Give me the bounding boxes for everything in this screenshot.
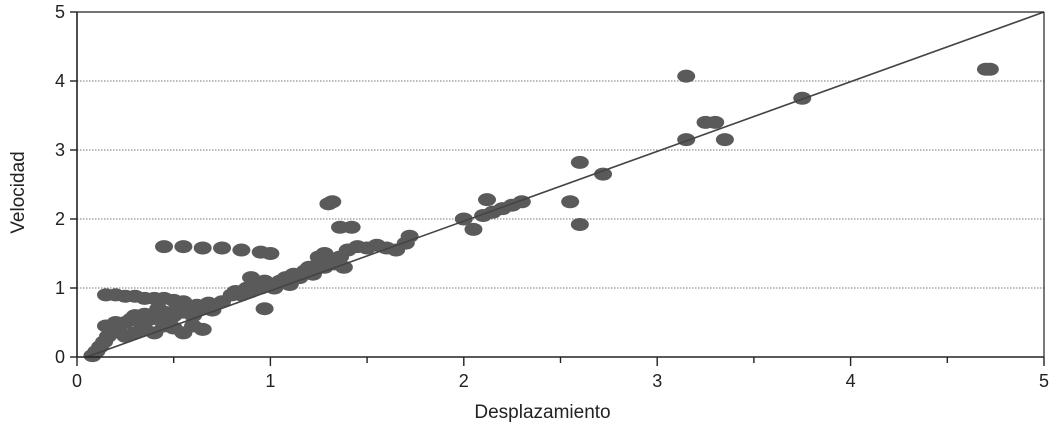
data-point <box>232 243 251 257</box>
y-axis-title: Velocidad <box>8 151 29 233</box>
data-point <box>193 322 212 336</box>
x-tick-label: 3 <box>652 371 662 391</box>
data-point <box>677 69 696 83</box>
x-tick-label: 2 <box>459 371 469 391</box>
y-tick-label: 0 <box>55 347 65 367</box>
data-point <box>706 115 725 129</box>
x-tick-label: 5 <box>1039 371 1049 391</box>
data-point <box>323 195 342 209</box>
trend-line <box>86 11 1045 358</box>
data-point <box>242 271 261 285</box>
data-point <box>561 195 580 209</box>
data-point <box>464 222 483 236</box>
data-point <box>570 155 589 169</box>
y-tick-label: 2 <box>55 209 65 229</box>
data-point <box>193 241 212 255</box>
data-point <box>677 133 696 147</box>
data-point <box>570 218 589 232</box>
data-point <box>174 240 193 254</box>
data-point <box>155 240 174 254</box>
data-point <box>315 247 334 260</box>
data-point <box>261 247 280 260</box>
grid-lines <box>77 80 1044 289</box>
x-tick-label: 0 <box>72 371 82 391</box>
data-points <box>83 62 999 363</box>
y-tick-label: 1 <box>55 278 65 298</box>
data-point <box>793 91 812 105</box>
y-tick-label: 5 <box>55 2 65 22</box>
x-tick-label: 4 <box>846 371 856 391</box>
y-tick-label: 4 <box>55 71 65 91</box>
data-point <box>478 193 497 207</box>
y-tick-label: 3 <box>55 140 65 160</box>
data-point <box>255 302 274 316</box>
x-tick-label: 1 <box>265 371 275 391</box>
trend-line-group <box>86 11 1045 358</box>
data-point <box>594 167 613 181</box>
data-point <box>334 260 353 274</box>
data-point <box>174 295 193 309</box>
data-point <box>213 241 232 255</box>
data-point <box>715 133 734 147</box>
data-point <box>106 316 125 329</box>
data-point <box>980 62 999 76</box>
tick-labels: 0 1 2 3 4 5 0 1 2 3 4 5 <box>55 2 1049 391</box>
x-axis-title: Desplazamiento <box>474 402 610 423</box>
axes <box>70 11 1045 366</box>
data-point <box>342 220 361 234</box>
